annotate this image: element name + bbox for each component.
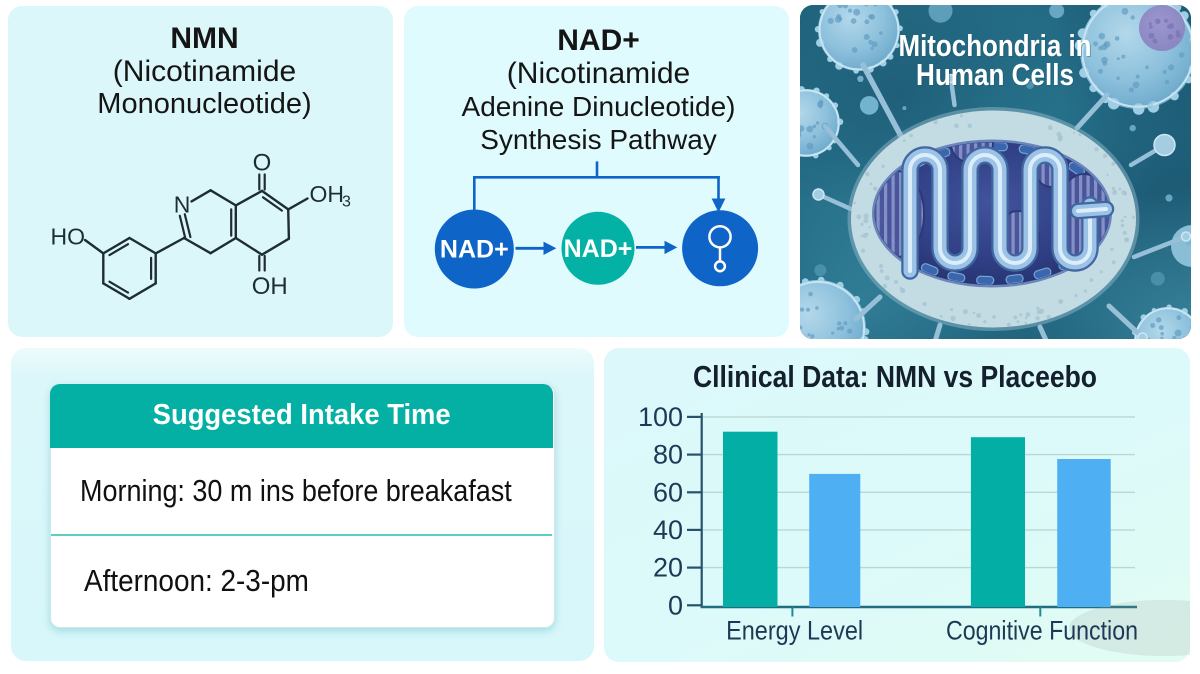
svg-text:100: 100 <box>638 402 683 432</box>
svg-text:HO: HO <box>51 224 86 250</box>
svg-text:NAD+: NAD+ <box>440 236 509 264</box>
svg-text:40: 40 <box>653 515 683 545</box>
svg-text:O: O <box>253 150 272 177</box>
svg-text:Human Cells: Human Cells <box>917 58 1075 93</box>
svg-text:OH: OH <box>310 181 345 207</box>
svg-text:NAD+: NAD+ <box>564 235 633 263</box>
svg-text:Cllinical Data: NMN vs Placeeb: Cllinical Data: NMN vs Placeebo <box>693 359 1097 394</box>
svg-text:OH: OH <box>252 273 288 300</box>
svg-text:N: N <box>174 192 191 218</box>
svg-text:Human Cells: Human Cells <box>916 57 1074 92</box>
svg-text:Cognitive Function: Cognitive Function <box>946 616 1138 646</box>
svg-text:Energy Level: Energy Level <box>726 616 863 646</box>
svg-text:0: 0 <box>668 590 683 620</box>
svg-text:3: 3 <box>342 194 351 211</box>
svg-text:80: 80 <box>653 440 683 470</box>
svg-text:20: 20 <box>653 553 683 583</box>
svg-text:Mitochondria in: Mitochondria in <box>900 29 1093 64</box>
svg-text:Mitochondria in: Mitochondria in <box>899 28 1092 63</box>
svg-text:60: 60 <box>653 477 683 507</box>
